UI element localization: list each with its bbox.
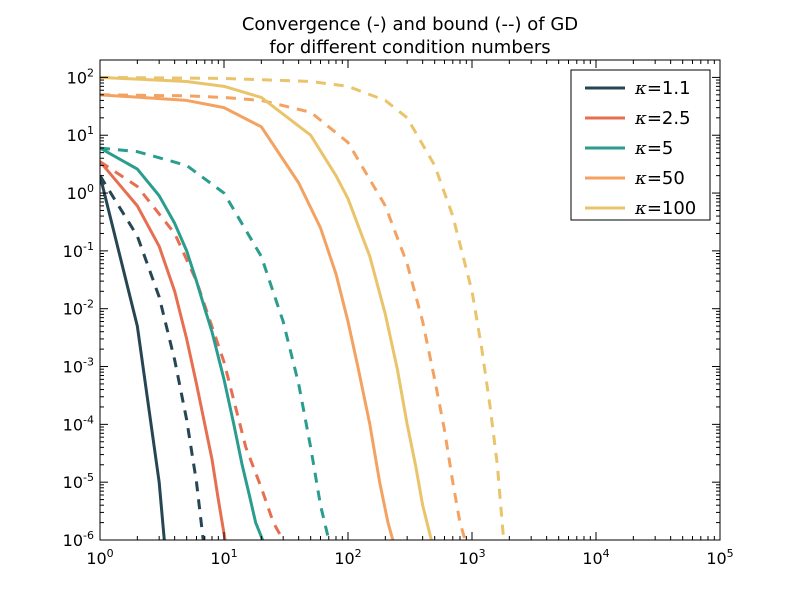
y-tick-label: 10-4 — [63, 413, 94, 434]
y-tick-label-base: 10 — [67, 126, 87, 145]
y-tick-label: 10-2 — [63, 298, 94, 319]
x-tick-label-exponent: 2 — [355, 547, 362, 560]
y-tick-label-base: 10 — [67, 184, 87, 203]
series-0-convergence-line — [100, 175, 166, 540]
x-tick-label: 104 — [582, 547, 609, 568]
y-tick-label-exponent: -5 — [83, 471, 94, 484]
legend-label-4: κ=100 — [634, 198, 696, 219]
x-tick-label: 105 — [706, 547, 733, 568]
legend-label-2: κ=5 — [634, 138, 673, 159]
legend-label-3: κ=50 — [634, 168, 685, 189]
y-tick-label: 101 — [67, 124, 94, 145]
legend-kappa-value: =50 — [647, 168, 685, 189]
y-tick-label: 10-1 — [63, 240, 94, 261]
y-tick-label-exponent: -2 — [83, 298, 94, 311]
y-tick-label: 10-3 — [63, 356, 94, 377]
series-0-bound-line — [100, 174, 205, 540]
legend-label-0: κ=1.1 — [634, 78, 691, 99]
chart-subtitle: for different condition numbers — [269, 37, 550, 58]
legend-kappa-value: =1.1 — [647, 78, 691, 99]
axis-layer: 100 101 102 103 104 10510210110010-110-210-31… — [63, 59, 734, 568]
legend-kappa-symbol: κ — [634, 198, 647, 219]
y-tick-label: 102 — [67, 66, 94, 87]
y-tick-label-base: 10 — [67, 68, 87, 87]
y-tick-label-exponent: -6 — [83, 529, 94, 542]
x-tick-label-base: 10 — [706, 549, 726, 568]
x-tick-label-exponent: 4 — [603, 547, 610, 560]
plot-frame — [99, 59, 721, 541]
y-tick-label: 10-5 — [63, 471, 94, 492]
series-3-convergence-line — [100, 93, 395, 540]
y-tick-label-exponent: 1 — [87, 124, 94, 137]
y-tick-label-base: 10 — [63, 473, 83, 492]
series-4-bound-line — [100, 75, 506, 540]
y-tick-label-exponent: -4 — [83, 413, 94, 426]
legend: κ=1.1κ=2.5κ=5κ=50κ=100 — [570, 69, 711, 221]
x-tick-label-base: 10 — [458, 549, 478, 568]
x-tick-label-base: 10 — [210, 549, 230, 568]
x-tick-label-exponent: 1 — [231, 547, 238, 560]
legend-kappa-value: =2.5 — [647, 108, 691, 129]
x-tick-label-exponent: 5 — [727, 547, 734, 560]
series-3-bound-line — [100, 93, 467, 540]
y-tick-label: 100 — [67, 182, 94, 203]
legend-kappa-symbol: κ — [634, 78, 647, 99]
series-1-convergence-line — [100, 160, 227, 540]
y-tick-label: 10-6 — [63, 529, 94, 550]
legend-kappa-symbol: κ — [634, 168, 647, 189]
y-tick-label-base: 10 — [63, 531, 83, 550]
y-tick-label-base: 10 — [63, 242, 83, 261]
x-tick-label-base: 10 — [334, 549, 354, 568]
legend-kappa-value: =100 — [647, 198, 696, 219]
x-tick-label-exponent: 0 — [107, 547, 114, 560]
y-tick-label-exponent: 2 — [87, 66, 94, 79]
x-tick-label: 100 — [86, 547, 113, 568]
x-tick-label-base: 10 — [582, 549, 602, 568]
series-4-convergence-line — [100, 75, 433, 540]
series-2-bound-line — [100, 146, 331, 540]
series-2-convergence-line — [100, 146, 265, 540]
x-tick-label: 101 — [210, 547, 237, 568]
x-tick-label-base: 10 — [86, 549, 106, 568]
y-tick-label-base: 10 — [63, 415, 83, 434]
x-tick-label-exponent: 3 — [479, 547, 486, 560]
y-tick-label-exponent: 0 — [87, 182, 94, 195]
chart-title: Convergence (-) and bound (--) of GD — [242, 14, 578, 35]
series-1-bound-line — [100, 160, 285, 540]
series-layer — [100, 75, 506, 540]
legend-kappa-symbol: κ — [634, 108, 647, 129]
legend-label-1: κ=2.5 — [634, 108, 691, 129]
y-tick-label-exponent: -3 — [83, 356, 94, 369]
legend-kappa-symbol: κ — [634, 138, 647, 159]
x-tick-label: 103 — [458, 547, 485, 568]
x-tick-label: 102 — [334, 547, 361, 568]
y-tick-label-exponent: -1 — [83, 240, 94, 253]
y-tick-label-base: 10 — [63, 300, 83, 319]
y-tick-label-base: 10 — [63, 358, 83, 377]
legend-kappa-value: =5 — [647, 138, 674, 159]
legend-box — [570, 69, 711, 221]
